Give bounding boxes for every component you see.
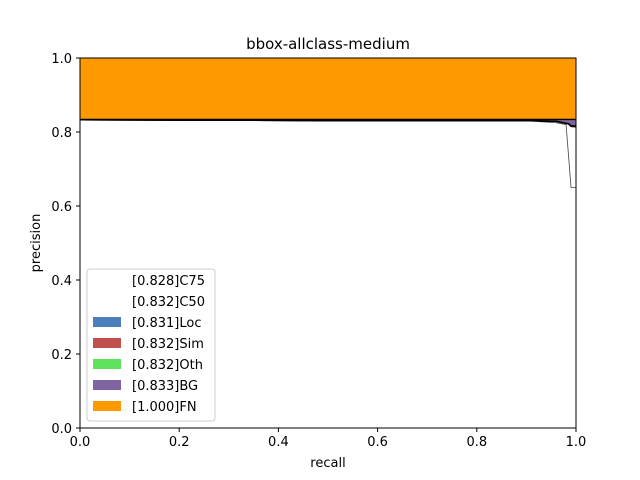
x-tick-label: 0.8 [466, 435, 487, 450]
y-tick-label: 0.6 [51, 200, 72, 215]
legend-swatch-c75 [93, 275, 121, 285]
plot-frame [79, 57, 577, 429]
x-tick-label: 0.6 [367, 435, 388, 450]
x-axis-label: recall [310, 456, 345, 471]
legend-label-loc: [0.831]Loc [132, 316, 201, 331]
legend-swatch-c50 [93, 296, 121, 306]
y-axis-ticks: 0.0 0.2 0.4 0.6 0.8 1.0 [51, 52, 80, 437]
y-tick-label: 0.4 [51, 274, 72, 289]
x-tick-label: 1.0 [566, 435, 587, 450]
legend-swatch-bg [93, 380, 121, 390]
line-oth [79, 119, 577, 127]
legend-label-fn: [1.000]FN [132, 400, 197, 415]
legend-label-c50: [0.832]C50 [132, 295, 205, 310]
legend: [0.828]C75 [0.832]C50 [0.831]Loc [0.832]Sim… [86, 268, 216, 422]
y-tick-label: 0.0 [51, 422, 72, 437]
x-axis-ticks: 0.0 0.2 0.4 0.6 0.8 1.0 [70, 428, 587, 450]
legend-label-bg: [0.833]BG [132, 379, 198, 394]
chart-title: bbox-allclass-medium [246, 35, 410, 53]
x-tick-label: 0.4 [268, 435, 289, 450]
y-tick-label: 0.2 [51, 348, 72, 363]
legend-label-c75: [0.828]C75 [132, 274, 205, 289]
y-tick-label: 0.8 [51, 126, 72, 141]
legend-swatch-fn [93, 401, 121, 411]
x-tick-label: 0.2 [169, 435, 190, 450]
legend-swatch-loc [93, 317, 121, 327]
y-tick-label: 1.0 [51, 52, 72, 67]
legend-swatch-oth [93, 359, 121, 369]
x-tick-label: 0.0 [70, 435, 91, 450]
legend-label-oth: [0.832]Oth [132, 358, 203, 373]
series-lines [79, 118, 577, 188]
legend-label-sim: [0.832]Sim [132, 337, 204, 352]
y-axis-label: precision [29, 214, 44, 273]
legend-swatch-sim [93, 338, 121, 348]
